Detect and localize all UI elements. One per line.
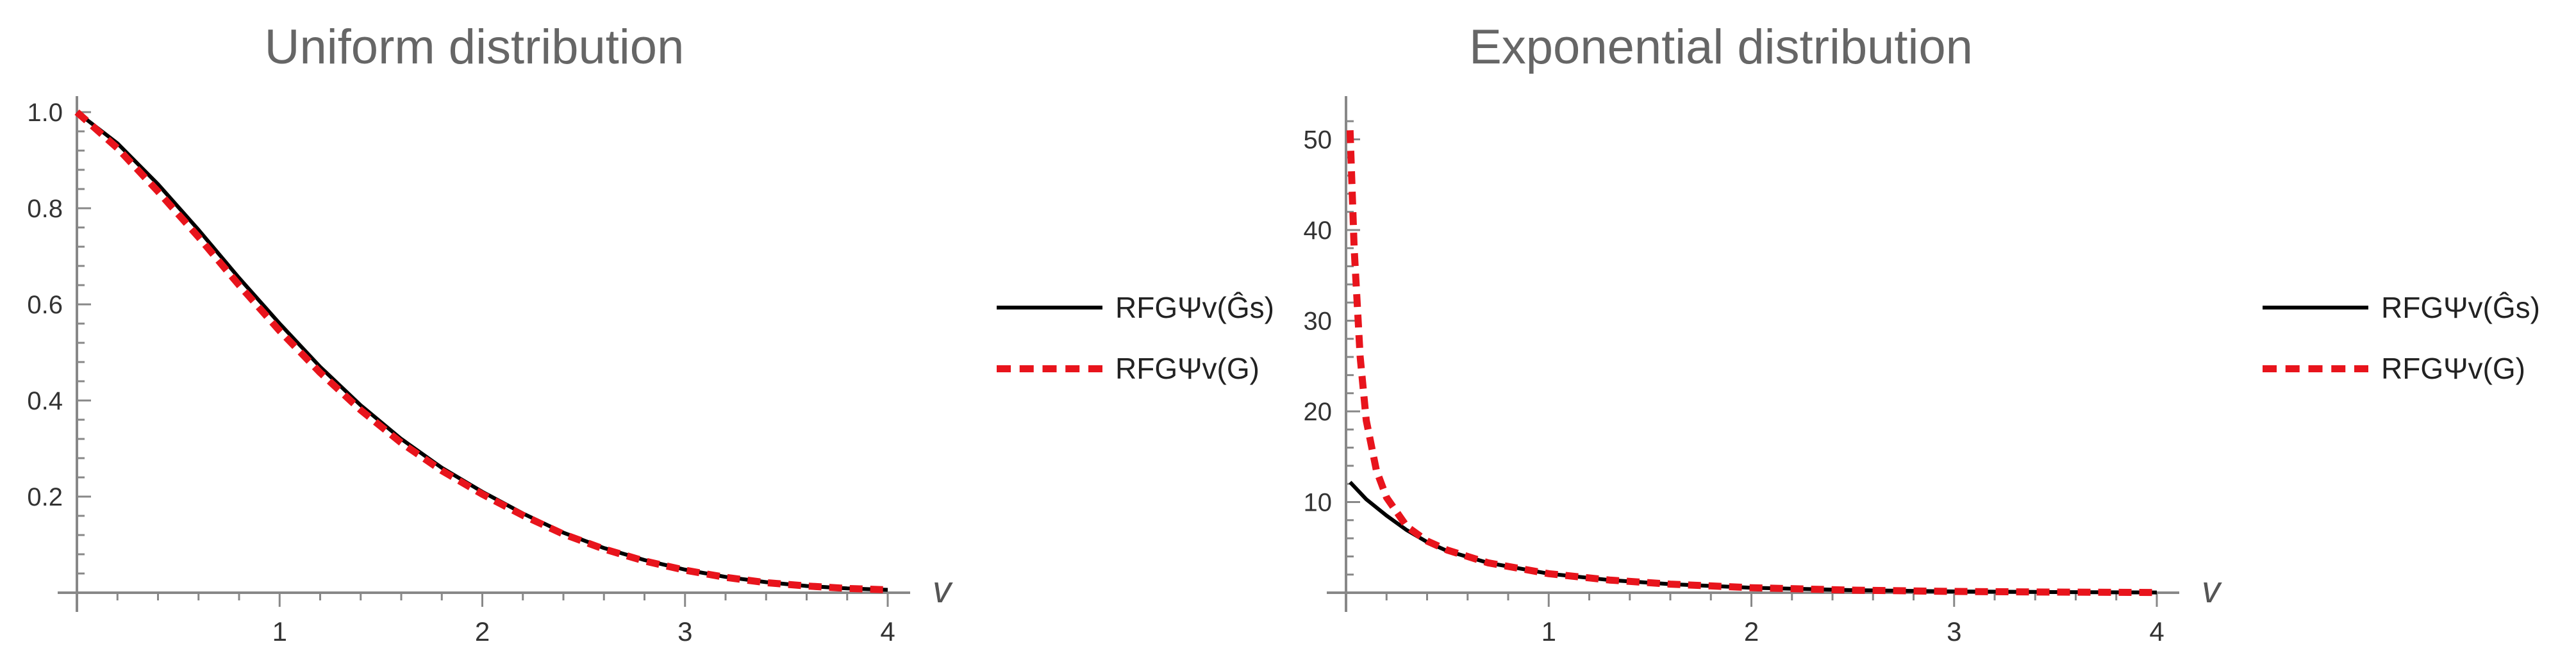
legend-label: RFGΨv(Ĝs) xyxy=(2381,291,2540,324)
y-tick-label: 20 xyxy=(1304,398,1333,426)
uniform-chart-panel: Uniform distribution 1 2 3 4 0.2 0.4 0.6 0.8 1.0… xyxy=(0,0,1282,660)
y-tick-label: 0.4 xyxy=(27,387,63,415)
series-line-red-dashed xyxy=(74,109,888,593)
series-line-red-dashed xyxy=(1346,130,2157,597)
x-tick-label: 4 xyxy=(2149,616,2164,647)
legend-label: RFGΨv(G) xyxy=(2381,352,2525,385)
legend-label: RFGΨv(G) xyxy=(1115,352,1259,385)
series-line-black-solid xyxy=(1349,481,2157,595)
chart-title: Exponential distribution xyxy=(1469,20,1973,74)
x-axis-label: v xyxy=(933,569,953,611)
x-tick-label: 4 xyxy=(880,616,895,647)
uniform-chart-plot: 1 2 3 4 0.2 0.4 0.6 0.8 1.0 v xyxy=(27,96,953,647)
x-tick-label: 2 xyxy=(1744,616,1759,647)
chart-title: Uniform distribution xyxy=(264,20,685,74)
legend-swatch-solid xyxy=(997,306,1102,309)
y-tick-label: 0.6 xyxy=(27,291,63,319)
x-tick-label: 3 xyxy=(1947,616,1961,647)
x-axis-label: v xyxy=(2202,569,2222,611)
legend-label: RFGΨv(Ĝs) xyxy=(1115,291,1274,324)
y-tick-label: 40 xyxy=(1304,217,1333,245)
y-tick-label: 0.2 xyxy=(27,483,63,511)
x-tick-label: 2 xyxy=(475,616,490,647)
x-tick-label: 1 xyxy=(272,616,287,647)
legend-swatch-solid xyxy=(2263,306,2368,309)
exponential-chart-panel: Exponential distribution 1 2 3 4 10 20 30 40 50 v… xyxy=(1282,0,2576,660)
y-tick-label: 1.0 xyxy=(27,99,63,127)
y-tick-label: 10 xyxy=(1304,488,1333,516)
exponential-chart-plot: 1 2 3 4 10 20 30 40 50 v xyxy=(1304,96,2222,647)
y-tick-label: 0.8 xyxy=(27,195,63,223)
x-tick-label: 1 xyxy=(1541,616,1556,647)
y-tick-label: 50 xyxy=(1304,126,1333,154)
y-tick-label: 30 xyxy=(1304,307,1333,335)
legend-swatch-dashed xyxy=(2263,365,2368,372)
legend-swatch-dashed xyxy=(997,365,1102,372)
series-line-black-solid xyxy=(76,110,888,592)
x-tick-label: 3 xyxy=(677,616,692,647)
